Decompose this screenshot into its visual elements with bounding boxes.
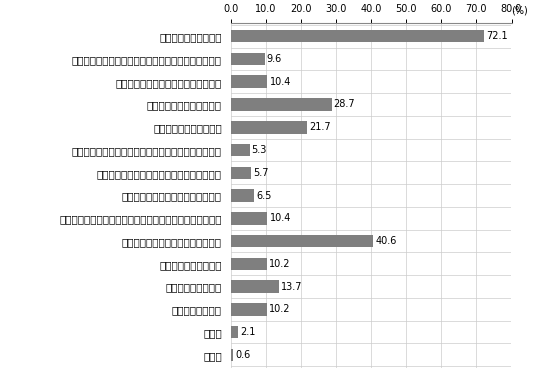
Text: 10.4: 10.4 — [270, 77, 291, 87]
Bar — [231, 30, 484, 42]
Bar — [231, 235, 373, 247]
Bar — [231, 212, 267, 224]
Bar — [231, 280, 279, 293]
Bar — [231, 98, 332, 111]
Bar — [231, 189, 254, 202]
Text: 9.6: 9.6 — [267, 54, 282, 64]
Bar — [231, 121, 307, 133]
Text: 10.4: 10.4 — [270, 213, 291, 223]
Bar — [231, 326, 238, 338]
Text: 5.3: 5.3 — [252, 145, 267, 155]
Text: 0.6: 0.6 — [235, 350, 250, 360]
Text: (%): (%) — [512, 6, 528, 16]
Bar — [231, 144, 250, 156]
Bar — [231, 167, 251, 179]
Text: 40.6: 40.6 — [376, 236, 397, 246]
Bar — [231, 258, 267, 270]
Text: 6.5: 6.5 — [256, 191, 271, 200]
Text: 72.1: 72.1 — [486, 31, 508, 41]
Text: 13.7: 13.7 — [281, 282, 303, 291]
Bar — [231, 303, 267, 315]
Text: 21.7: 21.7 — [309, 122, 331, 132]
Bar — [231, 76, 267, 88]
Bar — [231, 349, 233, 361]
Text: 2.1: 2.1 — [240, 327, 256, 337]
Text: 10.2: 10.2 — [269, 259, 290, 269]
Text: 10.2: 10.2 — [269, 304, 290, 314]
Text: 28.7: 28.7 — [334, 100, 355, 109]
Bar — [231, 53, 265, 65]
Text: 5.7: 5.7 — [253, 168, 268, 178]
